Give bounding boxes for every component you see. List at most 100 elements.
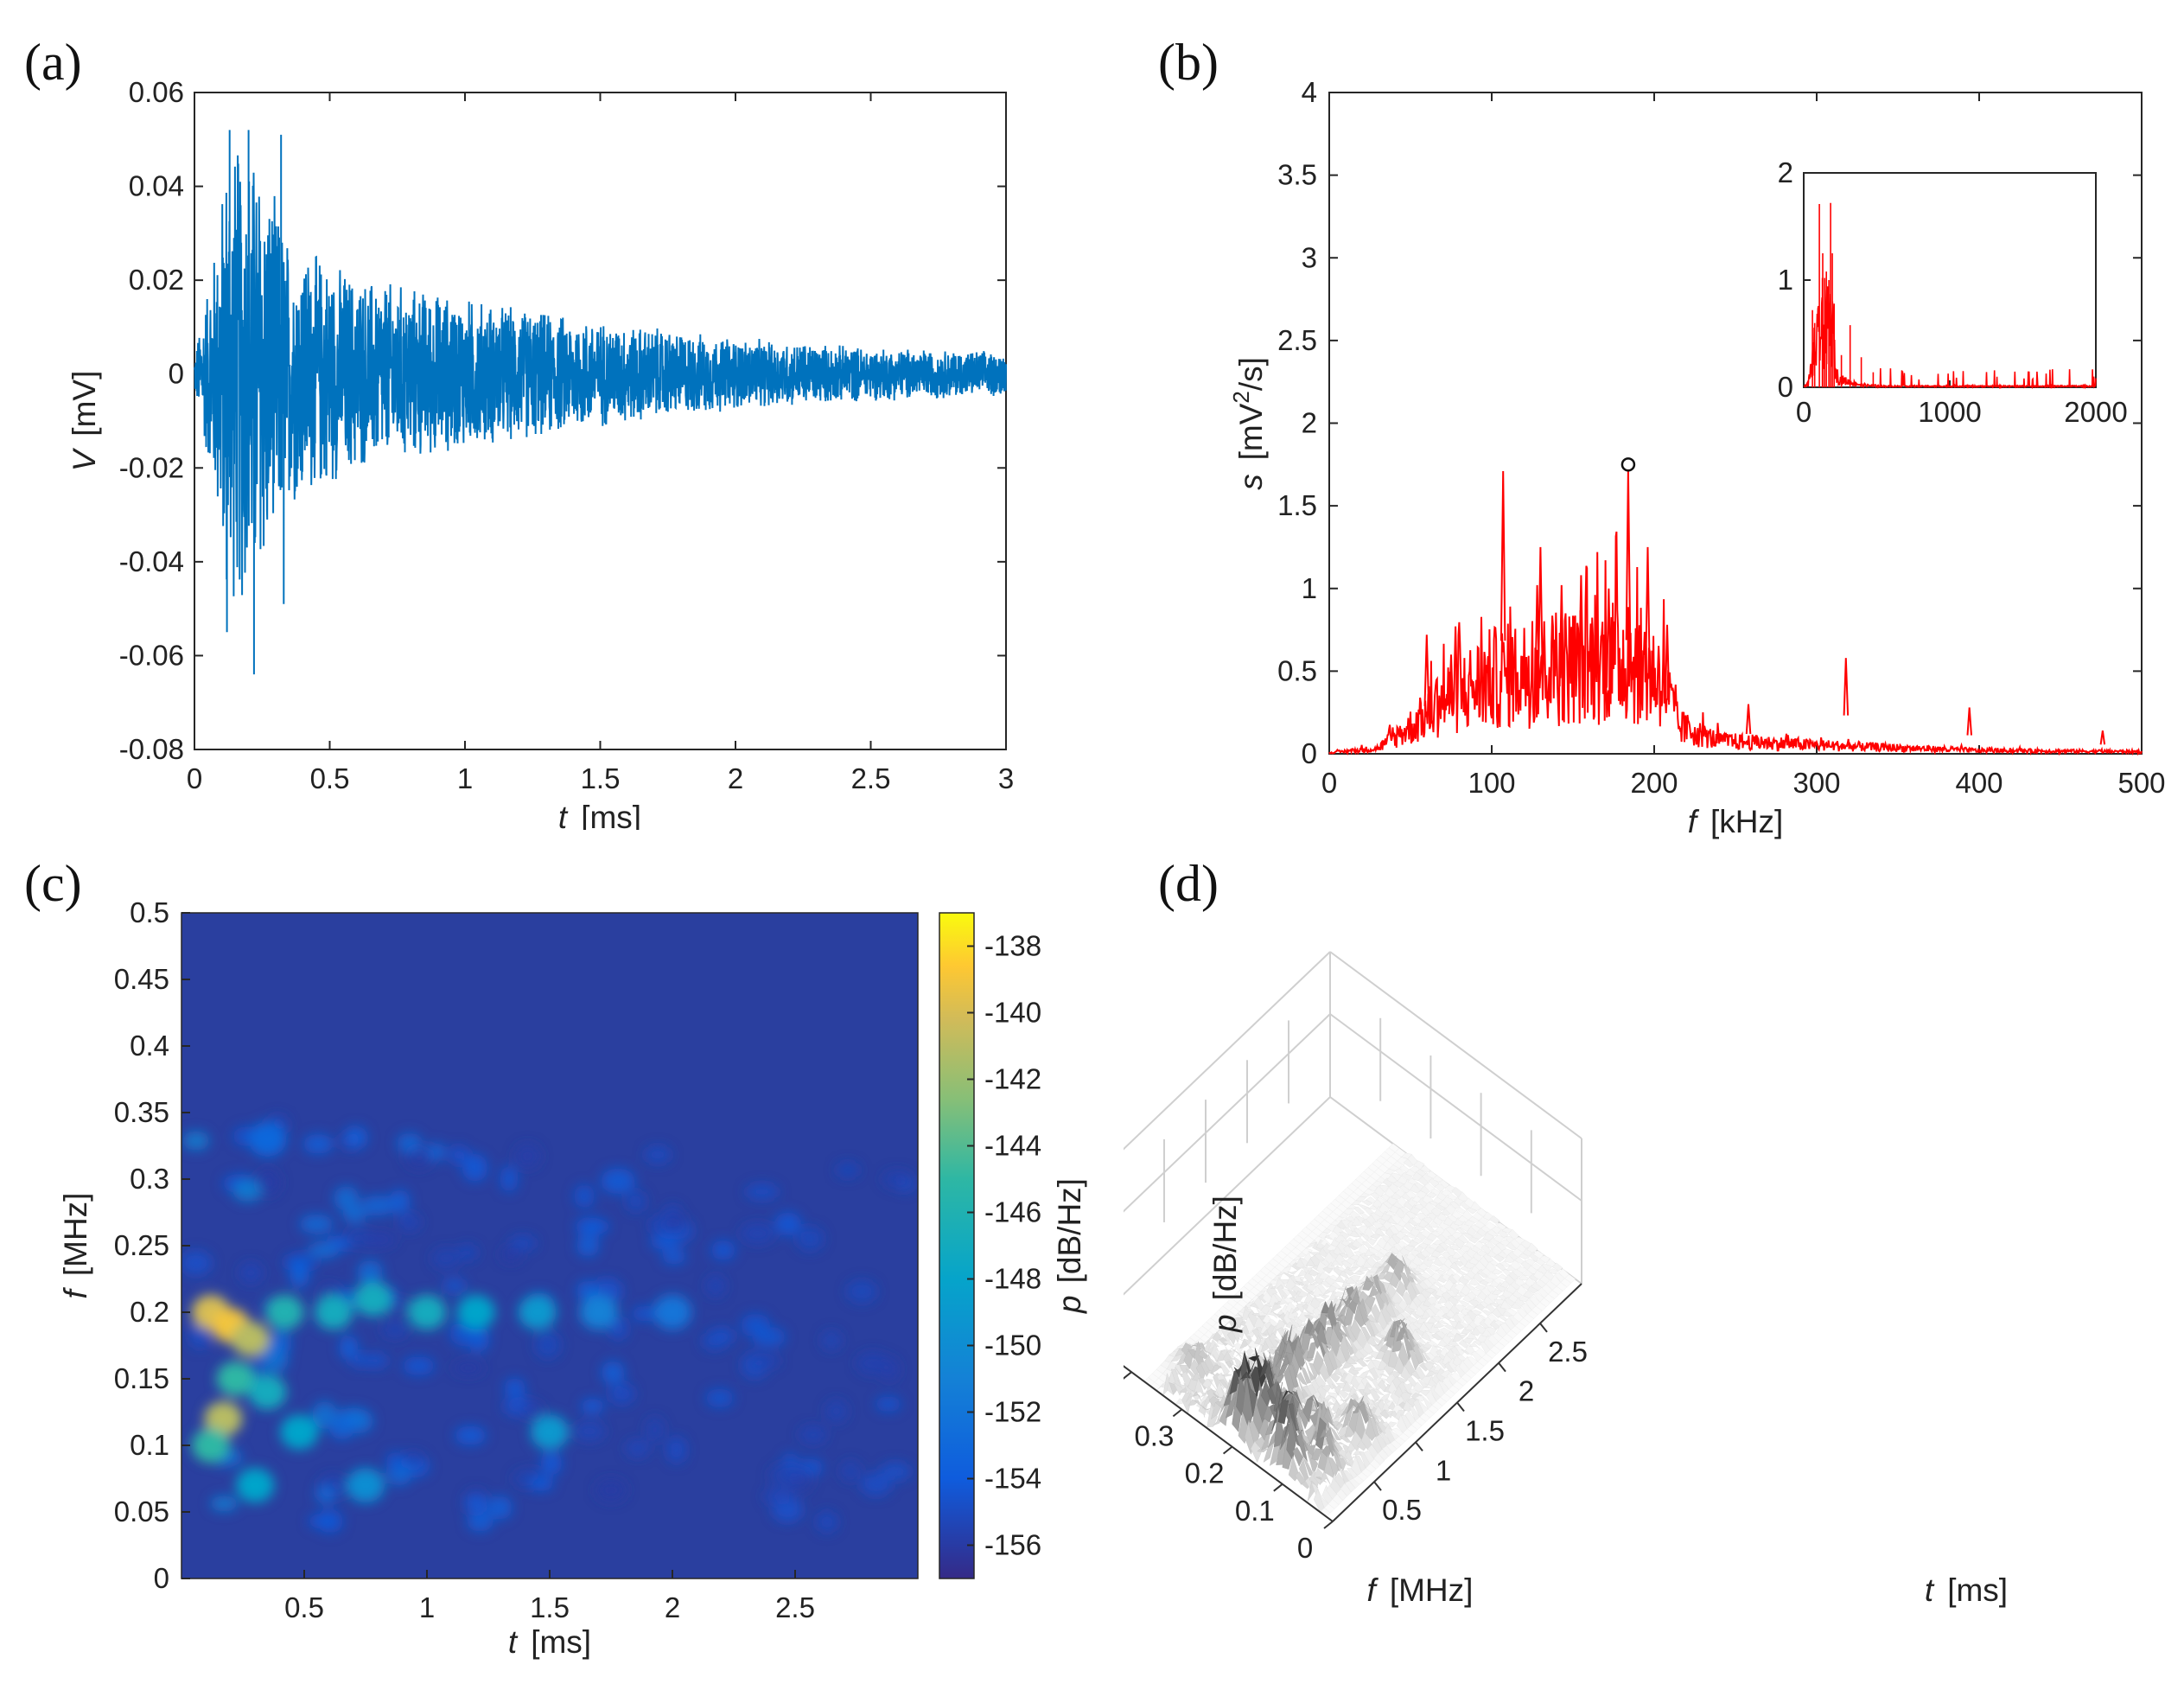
chart-c-texture-cell	[385, 1451, 406, 1471]
chart-c-ytick-label: 0.45	[114, 963, 169, 995]
chart-c-texture-cell	[710, 1240, 735, 1260]
chart-c-texture-cell	[574, 1421, 605, 1441]
chart-d-surface-cell	[1458, 1274, 1469, 1285]
chart-d-surface-cell	[1277, 1400, 1289, 1425]
chart-d-surface-cell	[1385, 1210, 1397, 1216]
chart-c-xtick-label: 2	[665, 1591, 680, 1623]
chart-d-surface-cell	[1419, 1389, 1430, 1397]
chart-b-ylabel: s[mV2/s]	[1228, 357, 1269, 490]
chart-d-surface-cell	[1500, 1299, 1512, 1310]
chart-d-surface-cell	[1329, 1426, 1341, 1441]
chart-d-t-tick-mark	[1415, 1441, 1423, 1451]
chart-d-surface3d: 0.511.522.500.10.20.30.40.5-160-150-140 …	[1124, 951, 2008, 1608]
chart-d-t-tick-mark	[1373, 1481, 1382, 1491]
chart-c-texture-cell	[880, 1462, 911, 1481]
chart-c-texture-cell	[821, 1330, 842, 1350]
chart-c-texture-cell	[452, 1361, 485, 1375]
chart-c-texture-cell	[666, 1436, 687, 1464]
chart-d-box-edge	[1124, 951, 1331, 1151]
chart-c-texture-cell	[465, 1495, 488, 1511]
chart-c-colorbar-tick-label: -140	[984, 997, 1041, 1029]
chart-c-texture-cell	[665, 1212, 685, 1232]
chart-b-ytick-label: 3	[1302, 241, 1317, 273]
chart-d-surface-cell	[1489, 1215, 1500, 1224]
chart-d-surface-cell	[1292, 1399, 1303, 1432]
chart-a-xtick-label: 1	[457, 762, 473, 794]
chart-d-surface-cell	[1519, 1295, 1531, 1303]
chart-d-surface-cell	[1437, 1319, 1449, 1325]
chart-a-xtick-label: 1.5	[581, 762, 621, 794]
chart-c-hotspot	[216, 1362, 255, 1396]
chart-c-colorbar-tick-label: -150	[984, 1330, 1041, 1362]
chart-c-hotspot	[248, 1121, 287, 1157]
chart-c-texture-cell	[239, 1262, 263, 1284]
chart-d-surface-cell	[1485, 1260, 1497, 1273]
chart-a-xtick-label: 3	[998, 762, 1014, 794]
chart-b-inset-xtick-label: 2000	[2064, 396, 2127, 428]
chart-c-hotspot	[408, 1295, 446, 1330]
chart-d-surface-cell	[1330, 1281, 1342, 1289]
chart-d-surface-cell	[1417, 1378, 1429, 1388]
chart-c-texture-cell	[840, 1460, 861, 1482]
chart-a-xlabel: t [ms]	[558, 800, 641, 830]
chart-c-texture-cell	[398, 1213, 421, 1231]
chart-d-f-tick-mark	[1323, 1521, 1334, 1529]
chart-c-texture-cell	[581, 1399, 605, 1413]
chart-c-texture-cell	[487, 1495, 513, 1520]
chart-c-texture-cell	[514, 1144, 541, 1169]
chart-d-surface-cell	[1364, 1295, 1376, 1311]
chart-d-surface-cell	[1247, 1340, 1259, 1349]
chart-c-texture-cell	[576, 1234, 600, 1257]
chart-c-colorbar-tick-label: -154	[984, 1463, 1041, 1495]
chart-d-surface-cell	[1266, 1307, 1277, 1319]
chart-c-xtick-label: 1	[419, 1591, 435, 1623]
chart-c-hotspot	[456, 1295, 495, 1330]
chart-d-surface-cell	[1254, 1348, 1266, 1389]
chart-d-t-tick-label: 2.5	[1548, 1336, 1588, 1368]
chart-d-surface-cell	[1372, 1367, 1385, 1381]
chart-b-inset-ytick-label: 0	[1778, 371, 1793, 403]
chart-c-hotspot	[231, 1321, 270, 1356]
panel-label-d: (d)	[1158, 855, 1219, 912]
chart-b-inset: 0 1000 2000 0 1 2	[1778, 156, 2128, 428]
chart-c-texture-cell	[315, 1484, 336, 1504]
chart-c-texture-cell	[349, 1353, 372, 1368]
chart-d-surface-cell	[1391, 1215, 1403, 1225]
chart-d-surface-cell	[1401, 1152, 1412, 1159]
chart-a-plot-area	[194, 92, 1007, 750]
chart-c-ytick-label: 0.2	[130, 1296, 169, 1328]
chart-c-texture-cell	[334, 1186, 360, 1211]
chart-c-texture-cell	[182, 1131, 210, 1151]
chart-c-texture-cell	[363, 1232, 397, 1247]
chart-d-t-tick-label: 2	[1519, 1375, 1534, 1407]
chart-d-surface-cell	[1352, 1367, 1364, 1372]
chart-d-surface-cell	[1564, 1273, 1576, 1284]
chart-a-series-line	[194, 130, 1007, 675]
chart-c-texture-cell	[269, 1330, 291, 1356]
chart-d-surface-cell	[1194, 1400, 1206, 1418]
chart-c-texture-cell	[574, 1184, 595, 1209]
chart-c-texture-cell	[799, 1425, 827, 1444]
chart-d-surface-cell	[1222, 1316, 1234, 1328]
chart-c-texture-cell	[342, 1204, 366, 1223]
chart-c-texture-cell	[397, 1132, 423, 1154]
chart-c-xtick-label: 1.5	[530, 1591, 570, 1623]
chart-c-hotspot	[579, 1295, 618, 1330]
chart-a-ytick-label: 0	[169, 358, 184, 390]
chart-d-surface-cell	[1219, 1362, 1230, 1377]
chart-c-texture-cell	[882, 1170, 912, 1188]
chart-d-surface-cell	[1208, 1396, 1220, 1409]
chart-c-colorbar-tick-label: -138	[984, 930, 1041, 962]
chart-d-surface-cell	[1455, 1270, 1468, 1276]
chart-b-ytick-label: 0	[1302, 737, 1317, 769]
chart-d-surface-cell	[1356, 1358, 1368, 1368]
chart-d-f-tick-label: 0	[1297, 1532, 1313, 1564]
chart-d-surface-cell	[1370, 1254, 1382, 1261]
chart-d-surface-cell	[1372, 1389, 1385, 1396]
chart-b-ytick-label: 4	[1302, 76, 1317, 108]
chart-a-xtick-label: 0.5	[310, 762, 350, 794]
chart-c-texture-cell	[523, 1401, 544, 1419]
chart-d-surface-cell	[1297, 1311, 1309, 1323]
chart-d-surface-cell	[1495, 1222, 1507, 1231]
panel-label-b: (b)	[1158, 34, 1219, 91]
